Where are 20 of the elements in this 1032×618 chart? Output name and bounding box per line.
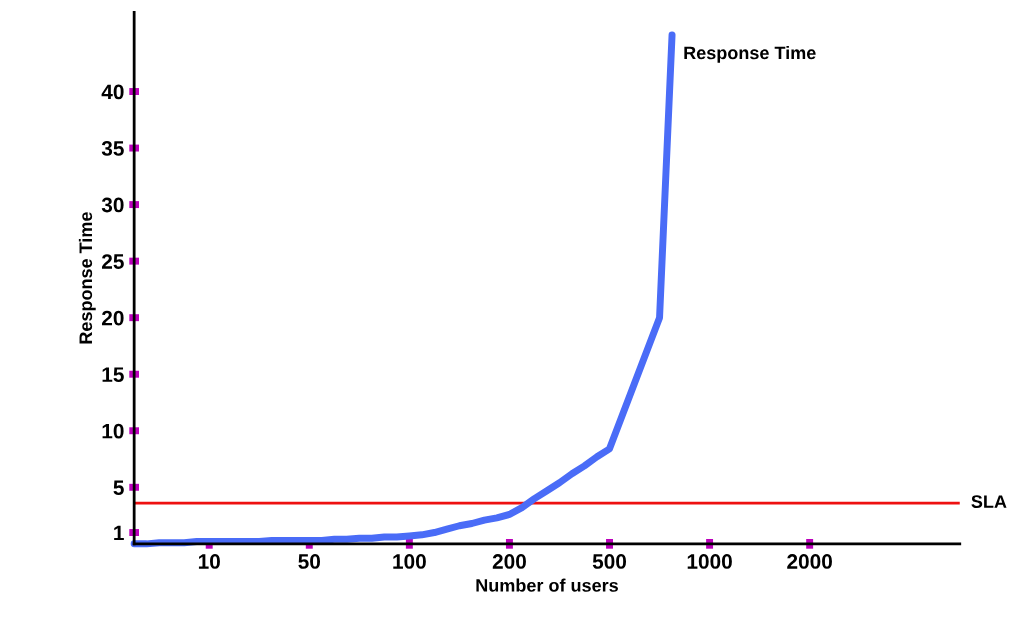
x-tick-label: 500 bbox=[592, 554, 627, 569]
y-tick-label: 1 bbox=[114, 525, 124, 541]
series-label: Response Time bbox=[684, 46, 816, 63]
y-tick-label: 20 bbox=[101, 310, 124, 326]
ref-line-label: SLA bbox=[971, 495, 1007, 508]
x-tick-label: 200 bbox=[492, 554, 526, 569]
x-tick-label: 10 bbox=[198, 554, 220, 569]
y-axis-title: Response Time bbox=[78, 212, 96, 344]
y-tick-label: 10 bbox=[102, 423, 124, 439]
x-tick-label: 100 bbox=[393, 554, 426, 569]
x-tick-label: 1000 bbox=[687, 554, 732, 569]
y-tick-label: 30 bbox=[101, 197, 124, 213]
y-tick-label: 25 bbox=[101, 254, 124, 269]
y-tick-label: 5 bbox=[113, 480, 124, 496]
y-tick-label: 35 bbox=[101, 141, 124, 156]
y-tick-label: 40 bbox=[101, 84, 124, 100]
x-tick-label: 50 bbox=[298, 554, 321, 569]
x-axis-title: Number of users bbox=[476, 578, 618, 592]
y-tick-label: 15 bbox=[102, 367, 124, 382]
x-tick-label: 2000 bbox=[787, 554, 832, 569]
